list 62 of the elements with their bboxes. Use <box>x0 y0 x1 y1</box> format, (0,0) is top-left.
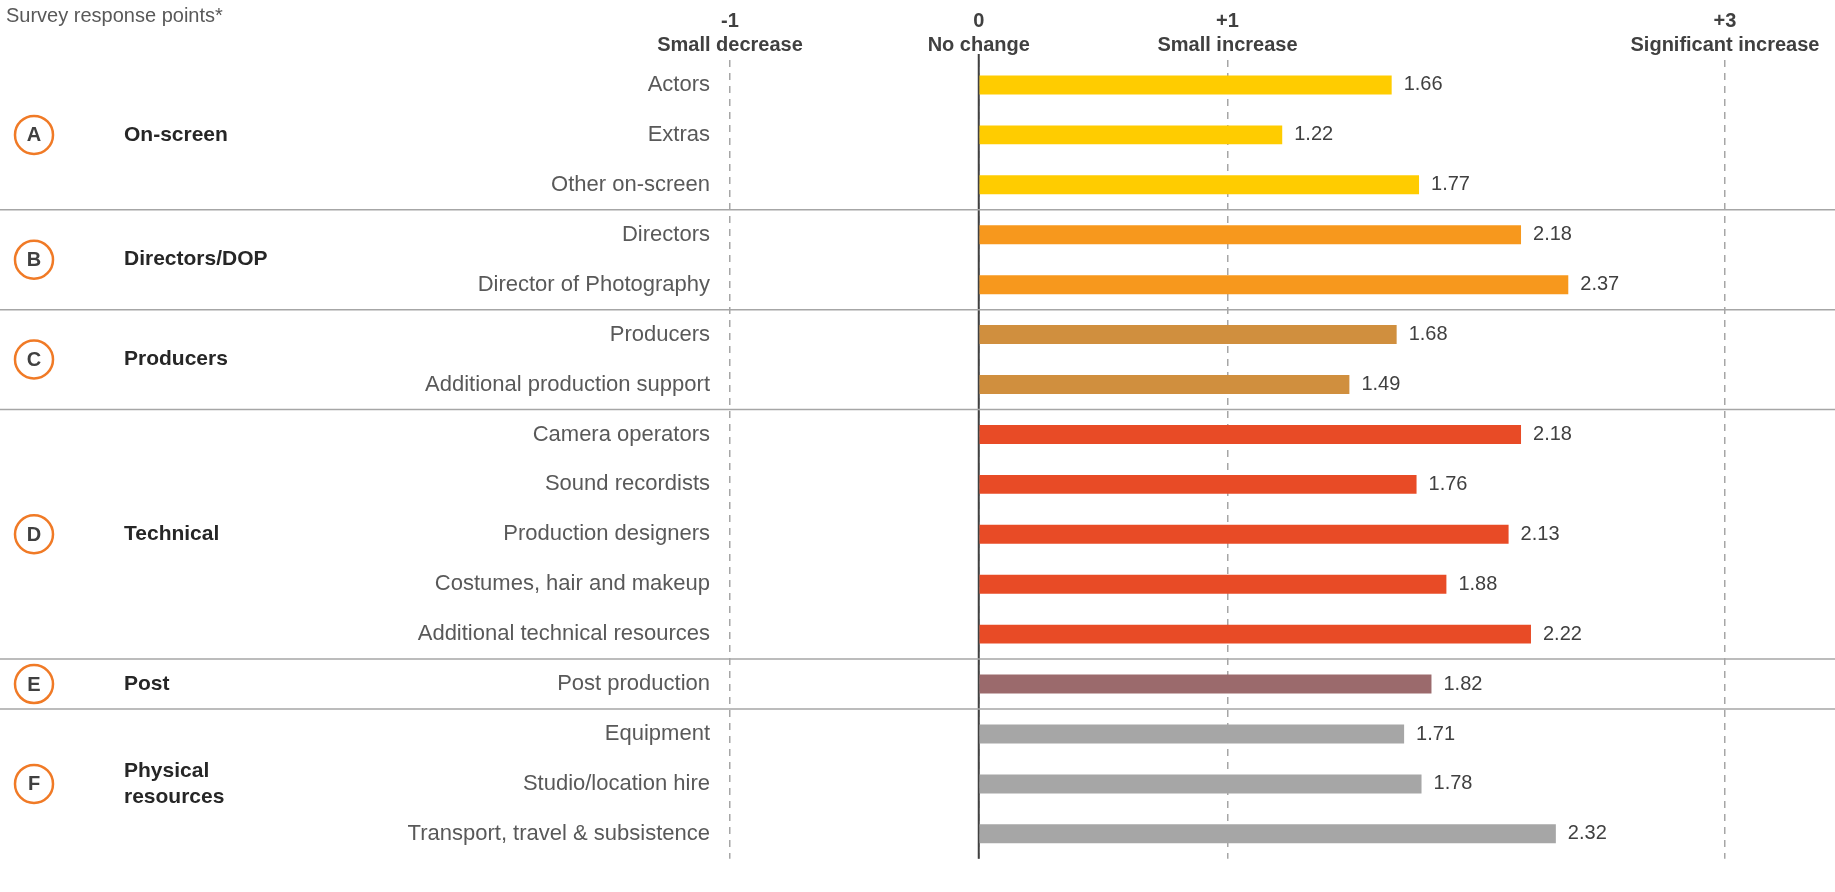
bar <box>979 524 1509 544</box>
y-tick-label: Equipment <box>604 720 710 746</box>
text: Directors/DOP <box>124 246 268 270</box>
y-tick-label: Directors <box>621 220 710 246</box>
y-tick-label: Additional production support <box>425 370 710 396</box>
data-label: 2.37 <box>1580 272 1620 295</box>
bar <box>979 225 1522 245</box>
y-tick-label: Other on-screen <box>551 170 710 196</box>
text: Post <box>124 670 170 694</box>
y-tick-label: Costumes, hair and makeup <box>434 570 710 596</box>
bar <box>979 574 1447 594</box>
bar <box>979 375 1350 394</box>
text: Producers <box>124 346 228 370</box>
text: Survey response points* <box>6 3 223 26</box>
y-tick-label: Studio/location hire <box>522 769 710 795</box>
bar <box>979 175 1420 195</box>
text: On-screen <box>124 121 228 145</box>
y-tick-label: Actors <box>647 71 710 97</box>
y-tick-label: Director of Photography <box>477 270 710 296</box>
data-label: 1.88 <box>1458 571 1498 594</box>
data-label: 1.78 <box>1433 771 1473 794</box>
bar <box>979 474 1417 494</box>
data-label: 1.22 <box>1294 122 1334 145</box>
data-label: 1.68 <box>1408 322 1448 345</box>
bar <box>979 125 1283 145</box>
bar <box>979 424 1522 444</box>
y-tick-label: Extras <box>647 120 710 146</box>
bar <box>979 624 1531 644</box>
y-tick-label: Sound recordists <box>544 470 710 496</box>
text: A <box>26 123 42 146</box>
text: F <box>27 772 41 795</box>
data-label: 1.76 <box>1428 471 1468 494</box>
data-label: 2.13 <box>1520 521 1560 544</box>
text: E <box>27 672 41 695</box>
x-tick-label: -1 Small decrease <box>657 8 803 55</box>
text: C <box>26 348 42 371</box>
data-label: 2.32 <box>1567 821 1607 844</box>
data-label: 2.22 <box>1542 621 1582 644</box>
text: B <box>26 248 42 271</box>
y-tick-label: Additional technical resources <box>417 620 710 646</box>
data-label: 1.66 <box>1403 72 1443 95</box>
text: Physical resources <box>124 757 225 807</box>
bar <box>979 75 1392 95</box>
y-tick-label: Transport, travel & subsistence <box>407 819 710 845</box>
y-tick-label: Production designers <box>503 520 710 546</box>
data-label: 1.77 <box>1431 172 1470 195</box>
y-tick-label: Post production <box>557 670 710 696</box>
text: D <box>26 522 42 545</box>
data-label: 1.82 <box>1443 671 1483 694</box>
bar <box>979 674 1432 694</box>
data-label: 1.49 <box>1361 372 1401 395</box>
bar <box>979 275 1569 295</box>
data-label: 2.18 <box>1533 421 1572 444</box>
text: Technical <box>124 521 220 545</box>
x-tick-label: +3 Significant increase <box>1630 8 1820 55</box>
x-tick-label: 0 No change <box>927 8 1030 55</box>
x-tick-label: +1 Small increase <box>1157 8 1298 55</box>
y-tick-label: Camera operators <box>532 420 710 446</box>
data-label: 2.18 <box>1533 222 1572 245</box>
y-tick-label: Producers <box>609 320 710 346</box>
bar <box>979 325 1397 345</box>
data-label: 1.71 <box>1416 721 1456 744</box>
